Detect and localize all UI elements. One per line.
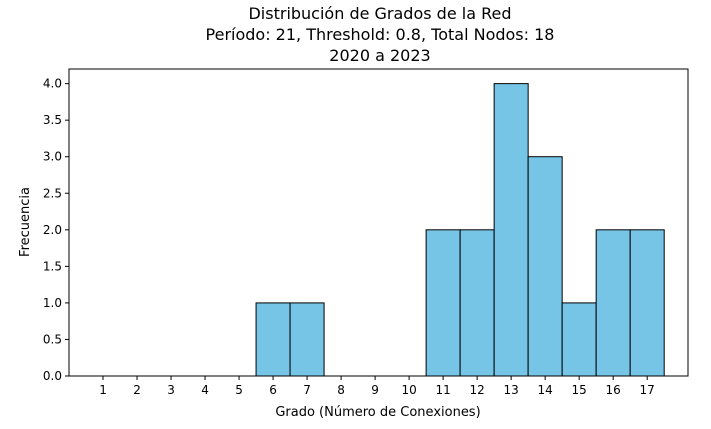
bar-degree-11 [425,229,461,377]
y-tick-label: 1.0 [43,296,62,310]
x-tick-label: 8 [337,383,345,397]
plot-frame [68,68,689,377]
bar-degree-12 [459,229,495,377]
y-axis-label: Frecuencia [18,187,33,257]
title-line-2: Período: 21, Threshold: 0.8, Total Nodos… [206,25,555,44]
y-tick-label: 0.0 [43,369,62,383]
bar-degree-14 [527,156,563,377]
x-axis-ticks: 1 2 3 4 5 6 7 8 9 10 11 12 13 14 15 16 17 [99,376,655,397]
bar-degree-13 [493,83,529,377]
x-tick-label: 7 [303,383,311,397]
bar-degree-7 [289,302,325,377]
x-tick-label: 14 [538,383,553,397]
bar-degree-17 [629,229,665,377]
x-tick-label: 17 [640,383,655,397]
x-axis-label: Grado (Número de Conexiones) [275,405,480,420]
bar-degree-6 [255,302,291,377]
x-tick-label: 5 [235,383,243,397]
y-tick-label: 4.0 [43,77,62,91]
bar-degree-16 [595,229,631,377]
title-line-1: Distribución de Grados de la Red [248,4,511,23]
x-tick-label: 6 [269,383,277,397]
chart-title: Distribución de Grados de la Red Período… [206,4,555,65]
x-tick-label: 4 [201,383,209,397]
y-tick-label: 0.5 [43,332,62,346]
x-tick-label: 12 [469,383,484,397]
x-tick-label: 16 [606,383,621,397]
x-tick-label: 11 [435,383,450,397]
bars-group [255,83,665,377]
x-tick-label: 2 [133,383,141,397]
x-tick-label: 1 [99,383,107,397]
y-tick-label: 3.5 [43,113,62,127]
y-tick-label: 2.0 [43,223,62,237]
x-tick-label: 3 [167,383,175,397]
y-axis-ticks: 0.0 0.5 1.0 1.5 2.0 2.5 3.0 3.5 4.0 [43,77,69,383]
x-tick-label: 10 [401,383,416,397]
bar-degree-15 [561,302,597,377]
x-tick-label: 13 [504,383,519,397]
title-line-3: 2020 a 2023 [329,46,430,65]
x-tick-label: 9 [371,383,379,397]
y-tick-label: 3.0 [43,150,62,164]
y-tick-label: 1.5 [43,259,62,273]
x-tick-label: 15 [572,383,587,397]
y-tick-label: 2.5 [43,186,62,200]
